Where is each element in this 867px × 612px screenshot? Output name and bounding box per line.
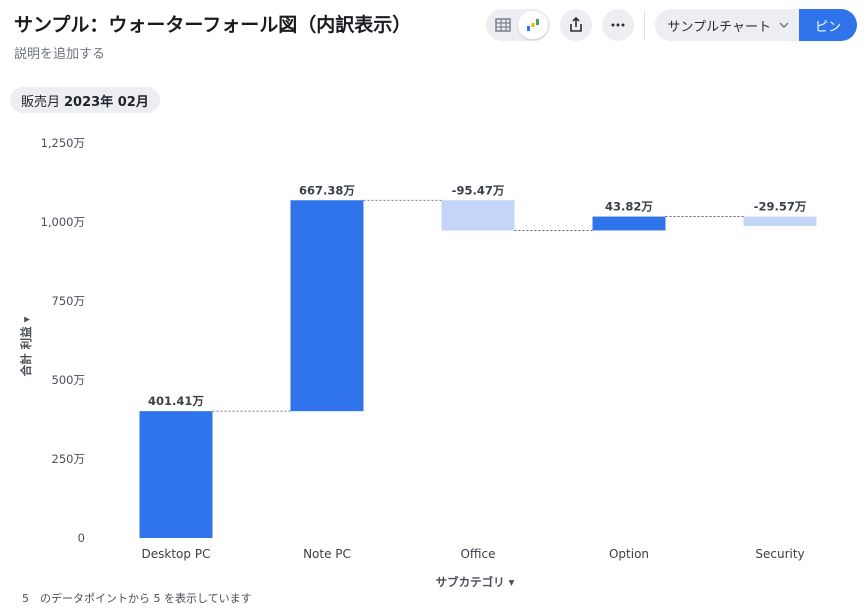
table-view-button[interactable] bbox=[488, 11, 518, 39]
waterfall-bar bbox=[592, 216, 666, 231]
page-title: サンプル：ウォーターフォール図（内訳表示） bbox=[14, 14, 412, 36]
filter-chip-value: 2023年 02月 bbox=[64, 94, 149, 110]
waterfall-bar bbox=[441, 200, 515, 231]
data-label: 43.82万 bbox=[605, 200, 653, 214]
waterfall-bar bbox=[743, 216, 817, 226]
x-tick-label: Note PC bbox=[303, 547, 351, 561]
data-label: -29.57万 bbox=[754, 200, 807, 214]
x-tick-label: Office bbox=[460, 547, 495, 561]
data-label: -95.47万 bbox=[452, 183, 505, 197]
chart-select-label: サンプルチャート bbox=[667, 19, 771, 35]
x-tick-label: Option bbox=[609, 547, 649, 561]
chart-view-button[interactable] bbox=[517, 11, 548, 39]
y-tick-label: 0 bbox=[78, 531, 85, 545]
toolbar: サンプルチャート ピン bbox=[485, 8, 857, 42]
y-axis-title: 合計 利益 ▾ bbox=[19, 316, 33, 376]
y-tick-label: 1,000万 bbox=[41, 215, 85, 229]
table-icon bbox=[494, 18, 511, 32]
toolbar-divider bbox=[643, 10, 645, 40]
filter-chip-label: 販売月 bbox=[21, 94, 61, 110]
x-axis-title: サブカテゴリ ▾ bbox=[436, 575, 515, 589]
x-tick-label: Desktop PC bbox=[142, 547, 211, 561]
x-tick-label: Security bbox=[755, 547, 804, 561]
waterfall-bar bbox=[290, 200, 364, 412]
data-label: 401.41万 bbox=[148, 394, 204, 408]
y-tick-label: 250万 bbox=[52, 452, 85, 466]
more-button[interactable] bbox=[601, 9, 634, 41]
chevron-down-icon bbox=[779, 22, 789, 28]
pin-button[interactable]: ピン bbox=[798, 9, 857, 41]
y-tick-label: 500万 bbox=[52, 373, 85, 387]
data-point-count: 5 のデータポイントから 5 を表示しています bbox=[22, 592, 252, 605]
more-horizontal-icon bbox=[611, 23, 624, 27]
y-tick-label: 1,250万 bbox=[41, 136, 85, 150]
share-button[interactable] bbox=[559, 9, 592, 41]
y-tick-label: 750万 bbox=[52, 294, 85, 308]
add-description-link[interactable]: 説明を追加する bbox=[14, 47, 106, 62]
share-icon bbox=[569, 17, 582, 32]
chart-select-dropdown[interactable]: サンプルチャート bbox=[654, 9, 799, 41]
data-label: 667.38万 bbox=[299, 183, 355, 197]
waterfall-bar bbox=[139, 411, 213, 538]
view-toggle bbox=[485, 9, 550, 41]
filter-chip-sales-month[interactable]: 販売月 2023年 02月 bbox=[10, 87, 160, 113]
waterfall-chart-icon bbox=[526, 19, 539, 31]
